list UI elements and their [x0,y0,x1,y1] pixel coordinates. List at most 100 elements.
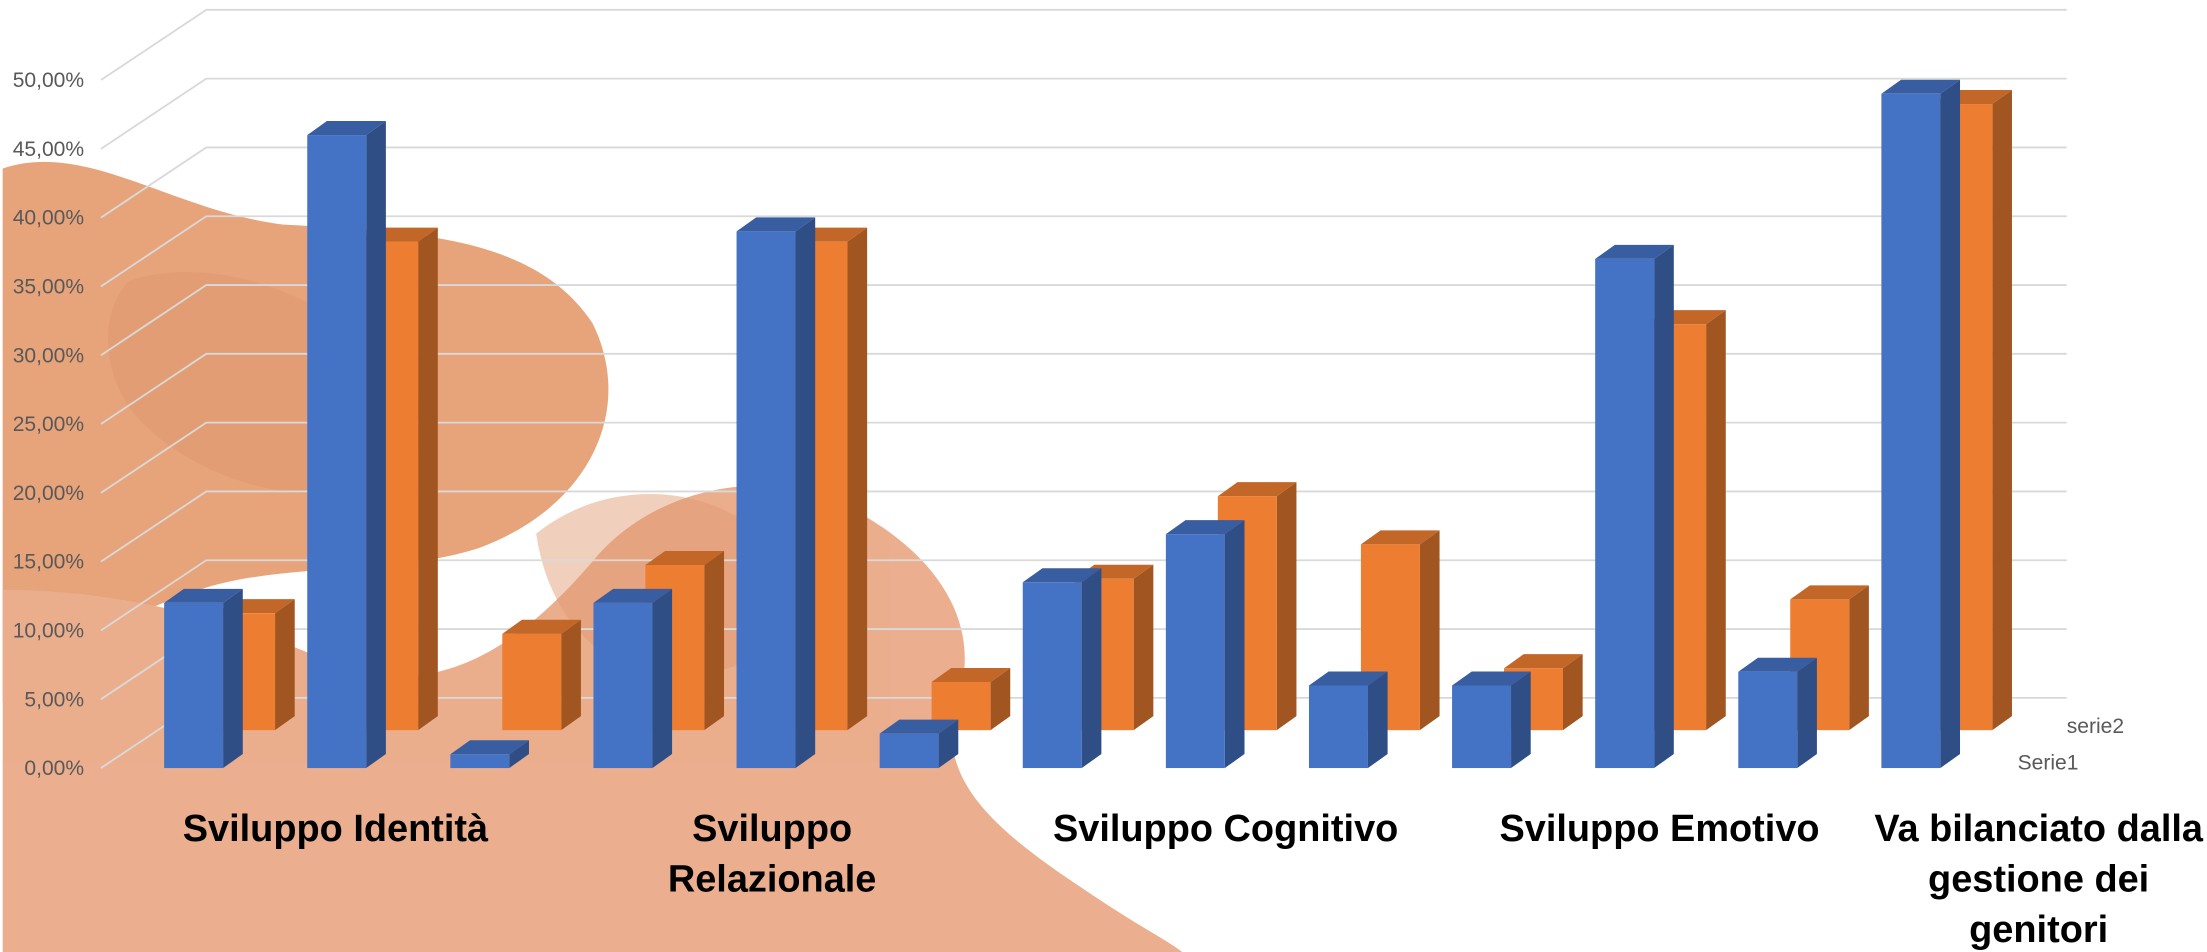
bar-side [1940,79,1961,769]
bar [1738,657,1817,769]
bar-top [879,719,959,734]
bar-top [1452,671,1531,686]
bar-top [1308,671,1388,686]
bar-side [1224,520,1245,769]
bar-side [1276,482,1297,731]
bar-top [1217,482,1297,497]
grid-line [100,77,2067,150]
series-label: serie2 [2067,715,2124,738]
grid-line [100,490,2067,563]
background-shape [2,161,609,703]
bar-side [1511,671,1531,769]
bar [1308,671,1388,769]
bar-side [366,121,386,769]
bar-top [1504,654,1583,669]
bars [164,79,2012,769]
bar-side [704,550,725,731]
bar-top [593,588,673,603]
bar [931,667,1011,731]
bar [879,719,959,769]
y-tick-label: 5,00% [24,688,84,711]
bar-top [931,667,1011,682]
bar-front [593,602,653,769]
y-tick-label: 45,00% [13,138,84,161]
grid [100,8,2067,769]
bar-front [1308,685,1368,769]
bar-side [275,599,295,731]
annotation: Sviluppo Identità [183,808,489,850]
bar-side [847,227,868,731]
bar-side [795,217,816,769]
y-tick-label: 50,00% [13,69,84,92]
bar-front [1452,685,1512,769]
bar-front [1881,93,1941,769]
annotation: genitori [1969,909,2108,951]
grid-line [100,146,2067,219]
y-tick-label: 35,00% [13,275,84,298]
bar-side [418,227,438,731]
bar-side [1133,564,1154,731]
y-tick-label: 0,00% [24,757,84,780]
bar [1881,79,1961,769]
bar-side [509,740,529,769]
grid-line [100,215,2067,288]
bar-front [307,135,367,769]
bar-front [164,602,224,769]
bar-front [879,733,939,769]
background-picture [2,161,1183,952]
grid-line [100,8,2067,81]
y-tick-label: 15,00% [13,551,84,574]
bar-front [1738,671,1798,769]
annotation: Sviluppo Cognitivo [1053,808,1398,850]
bar-side [561,619,581,731]
bar-top [1790,585,1869,600]
annotation: gestione dei [1928,859,2149,901]
bar-side [1563,654,1583,731]
annotation: Va bilanciato dalla [1874,808,2204,850]
bar [1452,671,1531,769]
bar-side [1797,657,1817,769]
bar-front [1595,258,1655,769]
bar [1595,244,1674,769]
bar-side [652,588,673,769]
bar [307,121,386,769]
bar-side [1706,310,1726,731]
bar-side [938,719,959,769]
bar-top [1165,520,1245,535]
y-tick-label: 20,00% [13,482,84,505]
bar [450,740,529,769]
annotation: Relazionale [668,859,877,901]
bar-side [1992,90,2012,731]
bar-top [307,121,386,136]
bar-top [1738,657,1817,672]
bar-side [1654,244,1674,769]
y-tick-label: 10,00% [13,619,84,642]
bar [593,588,673,769]
annotation: Sviluppo Emotivo [1499,808,1819,850]
bar-side [1367,671,1388,769]
grid-line [100,352,2067,425]
bar-side [990,667,1011,731]
bar-top [1881,79,1961,94]
bar [736,217,816,769]
y-tick-label: 30,00% [13,344,84,367]
bar-top [736,217,816,232]
series-label: Serie1 [2018,751,2079,774]
bar [1165,520,1245,769]
bar [502,619,581,731]
bar-side [223,588,243,769]
bar-front [450,754,510,769]
bar [1022,568,1102,769]
bar-top [1022,568,1102,583]
grid-line [100,284,2067,357]
bar [164,588,243,769]
y-tick-label: 25,00% [13,413,84,436]
annotation: Sviluppo [692,808,852,850]
grid-line [100,421,2067,494]
bar-top [645,550,725,566]
background-shape [2,485,1183,952]
bar-top [1595,244,1674,259]
bar-front [502,633,562,731]
